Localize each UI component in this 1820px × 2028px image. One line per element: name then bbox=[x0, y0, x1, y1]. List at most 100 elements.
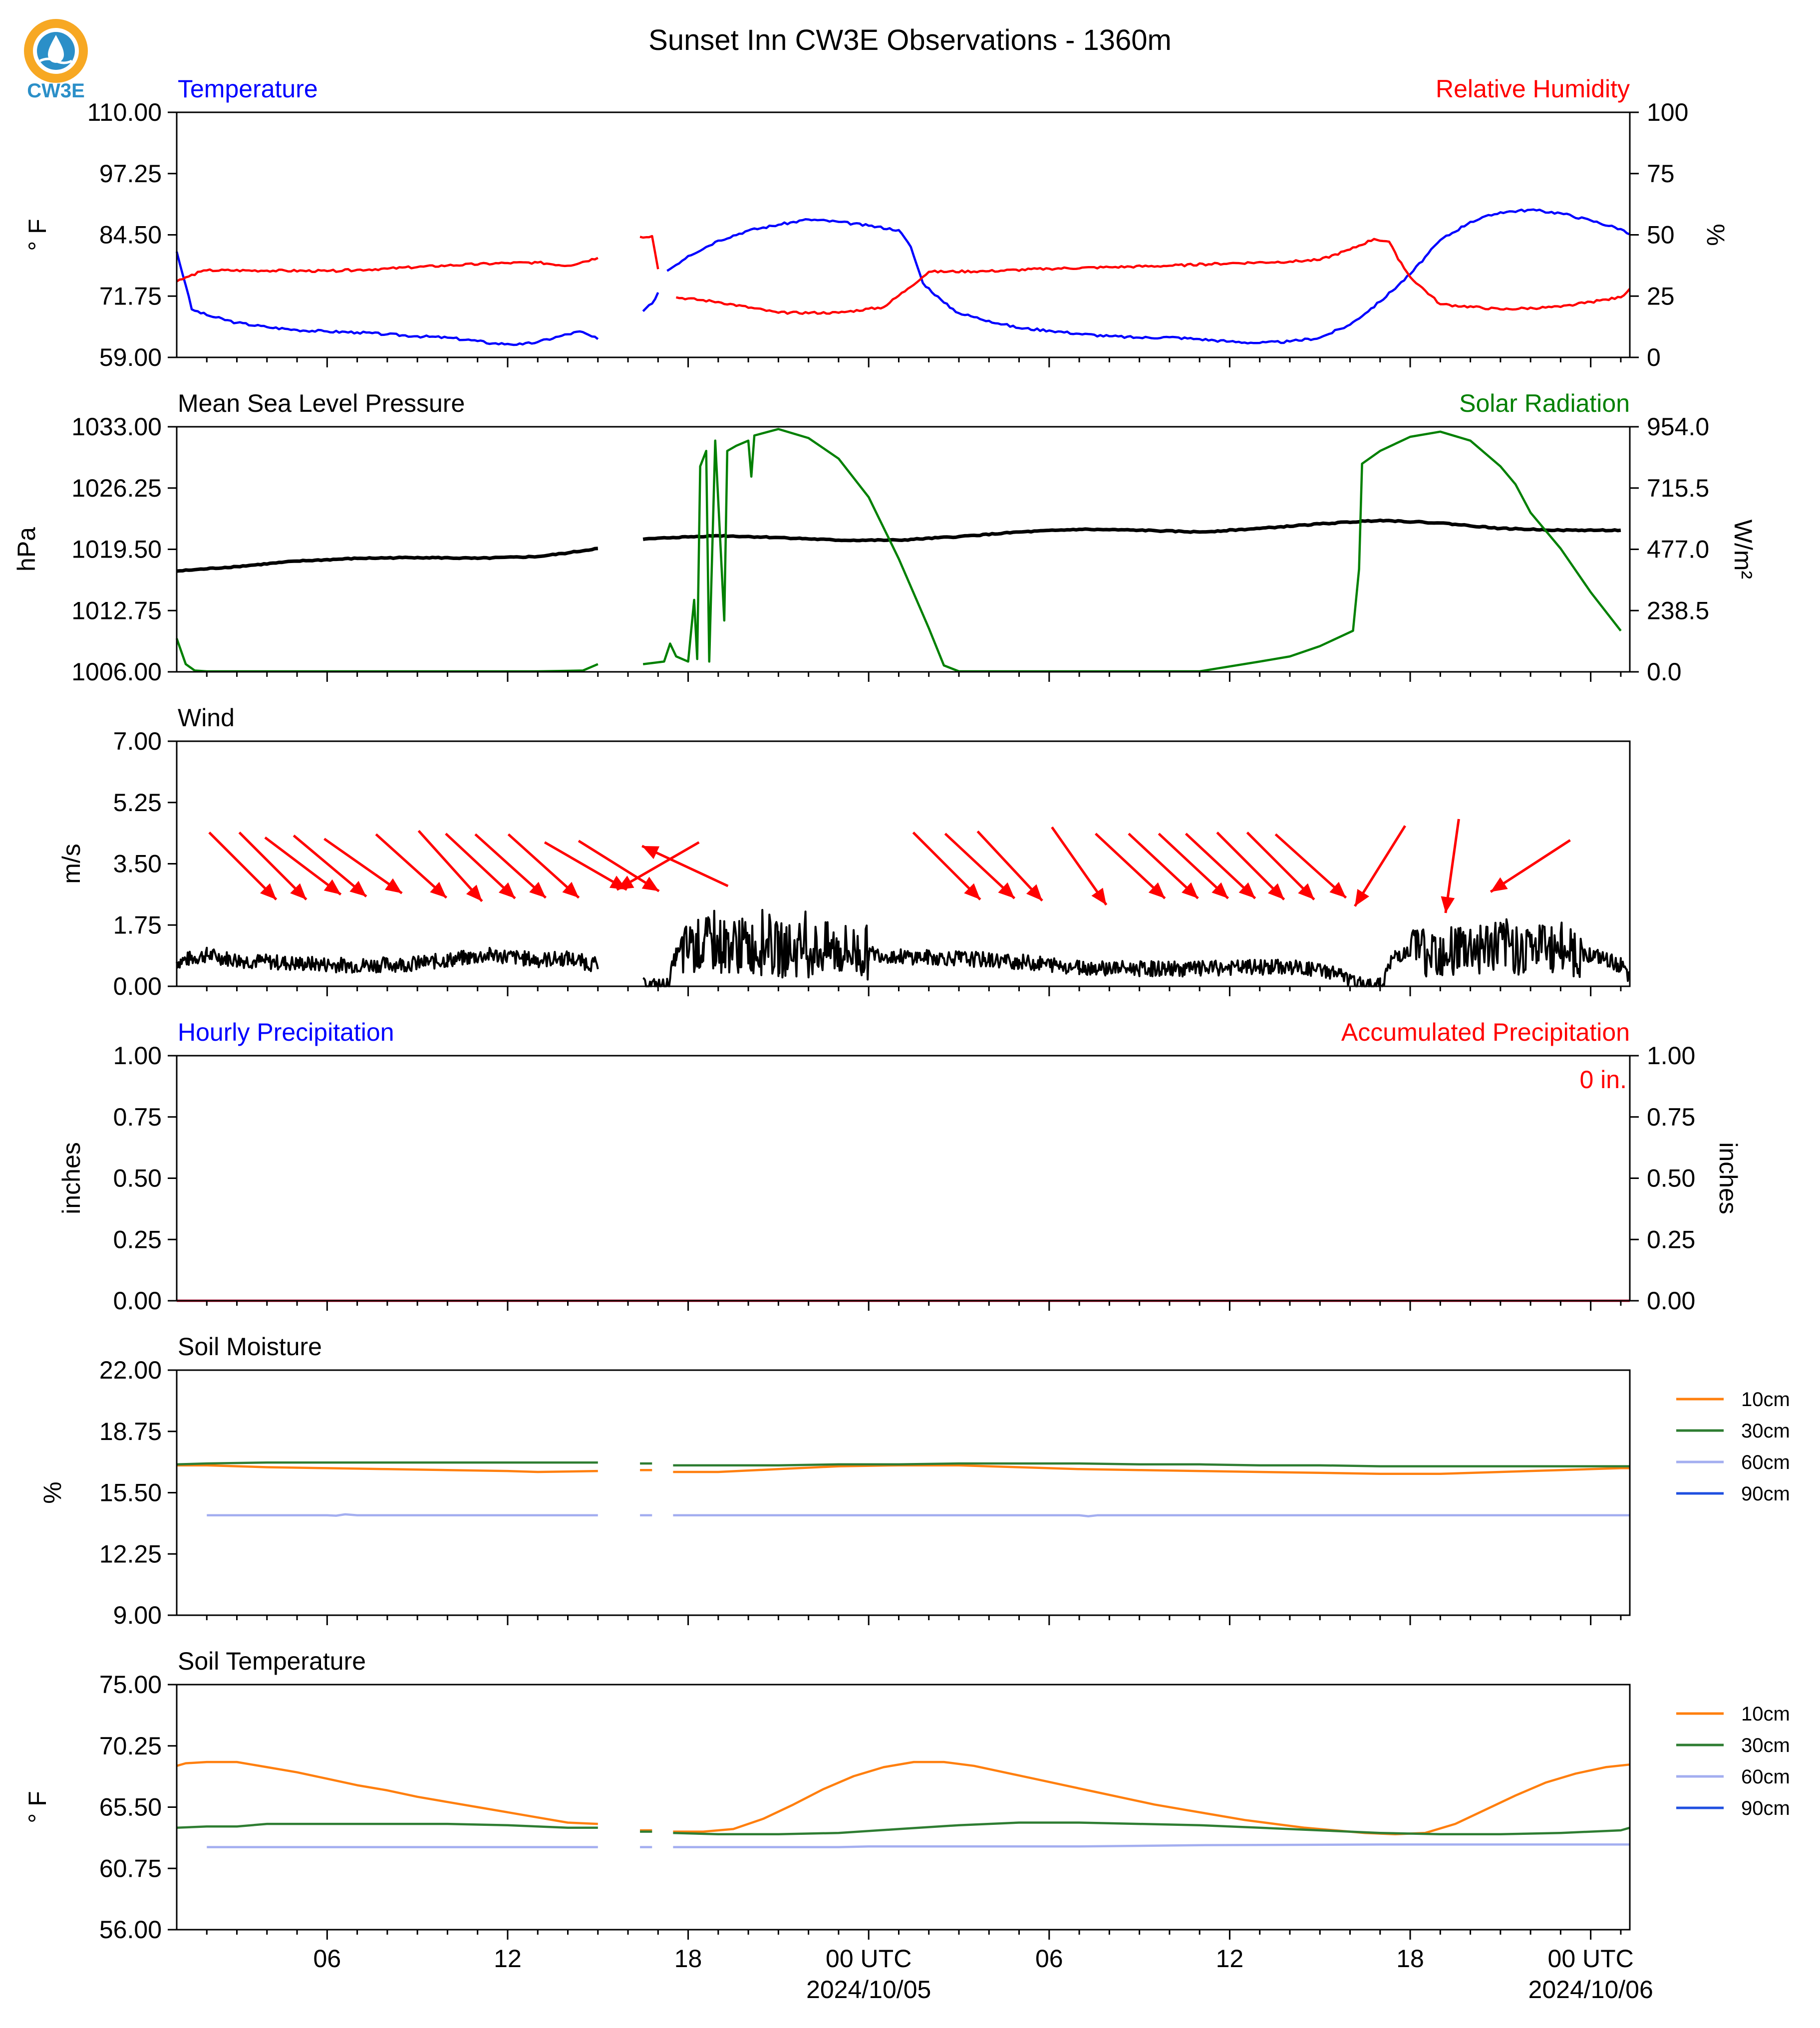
x-tick-label: 00 UTC bbox=[1548, 1945, 1634, 1973]
x-tick-label: 06 bbox=[313, 1945, 341, 1973]
temperature-humidity-panel: 110.00 97.25 84.50 71.75 59.00 100 75 50 25 0 Temp… bbox=[23, 75, 1730, 371]
wind-arrow-icon bbox=[912, 832, 981, 900]
wind-arrow-icon bbox=[1274, 833, 1347, 899]
wind-arrow-icon bbox=[293, 835, 367, 897]
y-axis-label: inches bbox=[57, 1142, 85, 1214]
panel-title-left: Wind bbox=[178, 704, 235, 732]
y-tick-label: 1.00 bbox=[113, 1042, 162, 1070]
mean-sea-level-pressure-line bbox=[176, 518, 1621, 573]
wind-arrow-head bbox=[498, 882, 515, 898]
wind-arrow-head bbox=[1329, 881, 1346, 898]
panel-title-right: Relative Humidity bbox=[1436, 75, 1630, 103]
wind-arrow-head bbox=[1091, 887, 1107, 905]
y-tick-label: 7.00 bbox=[113, 727, 162, 755]
time-axis-labels: 06 12 18 00 UTC 06 12 18 00 UTC 2024/10/05 2024/1… bbox=[313, 1945, 1653, 2004]
wind-arrow-head bbox=[290, 883, 306, 900]
wind-arrow-head bbox=[964, 883, 980, 900]
y-tick-label-right: 50 bbox=[1647, 221, 1675, 249]
solar-radiation-line bbox=[175, 428, 1622, 673]
plot-frame bbox=[176, 1055, 1631, 1302]
panel-title-left: Hourly Precipitation bbox=[178, 1018, 394, 1046]
y-tick-label-right: 0 bbox=[1647, 343, 1661, 371]
y-tick-label: 1026.25 bbox=[71, 474, 162, 502]
y-tick-label: 110.00 bbox=[87, 98, 162, 126]
wind-arrow-head bbox=[1267, 883, 1284, 900]
y-tick-label: 75.00 bbox=[99, 1671, 162, 1699]
y-axis-label-right: inches bbox=[1714, 1142, 1742, 1214]
y-tick-label-right: 0.75 bbox=[1647, 1103, 1695, 1131]
y-tick-label: 59.00 bbox=[99, 343, 162, 371]
y-tick-label: 15.50 bbox=[99, 1479, 162, 1507]
wind-arrow-icon bbox=[1128, 833, 1199, 899]
wind-arrow-head bbox=[349, 880, 366, 897]
y-tick-label: 1033.00 bbox=[71, 413, 162, 441]
60cm-line bbox=[207, 1513, 1630, 1517]
wind-arrow-head bbox=[1238, 882, 1255, 898]
wind-arrow-head bbox=[1355, 889, 1369, 906]
wind-arrow-icon bbox=[641, 845, 729, 887]
10cm-line bbox=[177, 1464, 1630, 1475]
wind-arrow-icon bbox=[264, 836, 342, 896]
logo-wave-icon bbox=[39, 57, 73, 64]
y-tick-label: 56.00 bbox=[99, 1916, 162, 1944]
panel-title-right: Accumulated Precipitation bbox=[1341, 1018, 1630, 1046]
precipitation-panel: 1.00 0.75 0.50 0.25 0.00 1.00 0.75 0.50 0.25 0.00… bbox=[57, 1018, 1742, 1315]
y-tick-label-right: 954.0 bbox=[1647, 413, 1709, 441]
accumulated-total-label: 0 in. bbox=[1579, 1066, 1627, 1094]
y-axis-label: ° F bbox=[23, 219, 51, 251]
x-tick-label: 06 bbox=[1035, 1945, 1063, 1973]
wind-arrow-icon bbox=[1051, 826, 1108, 906]
y-tick-label-right: 715.5 bbox=[1647, 474, 1709, 502]
wind-arrow-icon bbox=[208, 832, 278, 900]
x-tick-label: 12 bbox=[1216, 1945, 1244, 1973]
plot-frame bbox=[176, 740, 1631, 987]
y-tick-label: 70.25 bbox=[99, 1732, 162, 1760]
y-tick-label: 18.75 bbox=[99, 1418, 162, 1446]
plot-frame bbox=[176, 1684, 1631, 1931]
y-tick-label: 1006.00 bbox=[71, 658, 162, 686]
y-tick-label: 3.50 bbox=[113, 850, 162, 878]
wind-arrow-head bbox=[562, 881, 579, 898]
wind-arrow-icon bbox=[1095, 833, 1166, 899]
wind-arrow-icon bbox=[417, 830, 483, 902]
plot-frame bbox=[176, 1369, 1631, 1616]
legend-label: 30cm bbox=[1741, 1735, 1790, 1756]
y-tick-label-right: 75 bbox=[1647, 160, 1675, 188]
y-axis-label: % bbox=[38, 1481, 66, 1503]
wind-arrow-icon bbox=[375, 833, 448, 899]
y-tick-label: 0.00 bbox=[113, 1287, 162, 1315]
y-axis-label: hPa bbox=[12, 527, 40, 572]
panel-title-right: Solar Radiation bbox=[1459, 389, 1630, 417]
wind-arrow-head bbox=[642, 846, 660, 860]
wind-arrow-icon bbox=[578, 840, 660, 892]
wind-arrow-head bbox=[384, 878, 402, 893]
wind-arrow-icon bbox=[1490, 839, 1571, 893]
wind-arrow-icon bbox=[976, 830, 1043, 902]
y-tick-label: 0.25 bbox=[113, 1225, 162, 1253]
wind-arrow-head bbox=[616, 875, 634, 890]
wind-arrow-head bbox=[466, 884, 482, 901]
y-tick-label-right: 25 bbox=[1647, 282, 1675, 310]
logo-drop-icon bbox=[48, 35, 64, 63]
y-axis-label-right: W/m² bbox=[1729, 520, 1757, 579]
wind-arrow-head bbox=[1148, 882, 1165, 898]
cw3e-logo-icon: CW3E bbox=[24, 19, 88, 102]
wind-arrow-icon bbox=[474, 833, 547, 899]
x-tick-label: 18 bbox=[674, 1945, 702, 1973]
wind-arrow-icon bbox=[544, 841, 627, 891]
wind-arrow-icon bbox=[445, 833, 516, 899]
wind-arrow-icon bbox=[1441, 819, 1460, 913]
y-tick-label: 1.75 bbox=[113, 911, 162, 939]
y-tick-label: 9.00 bbox=[113, 1601, 162, 1629]
wind-arrow-head bbox=[1491, 877, 1508, 892]
wind-arrow-icon bbox=[238, 832, 307, 900]
wind-arrow-head bbox=[1441, 896, 1455, 913]
legend-label: 10cm bbox=[1741, 1703, 1790, 1725]
wind-arrow-icon bbox=[616, 841, 700, 891]
60cm-line bbox=[207, 1843, 1630, 1848]
y-tick-label: 97.25 bbox=[99, 160, 162, 188]
panel-title-left: Mean Sea Level Pressure bbox=[178, 389, 465, 417]
x-date-label: 2024/10/05 bbox=[806, 1976, 931, 2004]
y-tick-label-right: 477.0 bbox=[1647, 536, 1709, 564]
y-tick-label: 71.75 bbox=[99, 282, 162, 310]
